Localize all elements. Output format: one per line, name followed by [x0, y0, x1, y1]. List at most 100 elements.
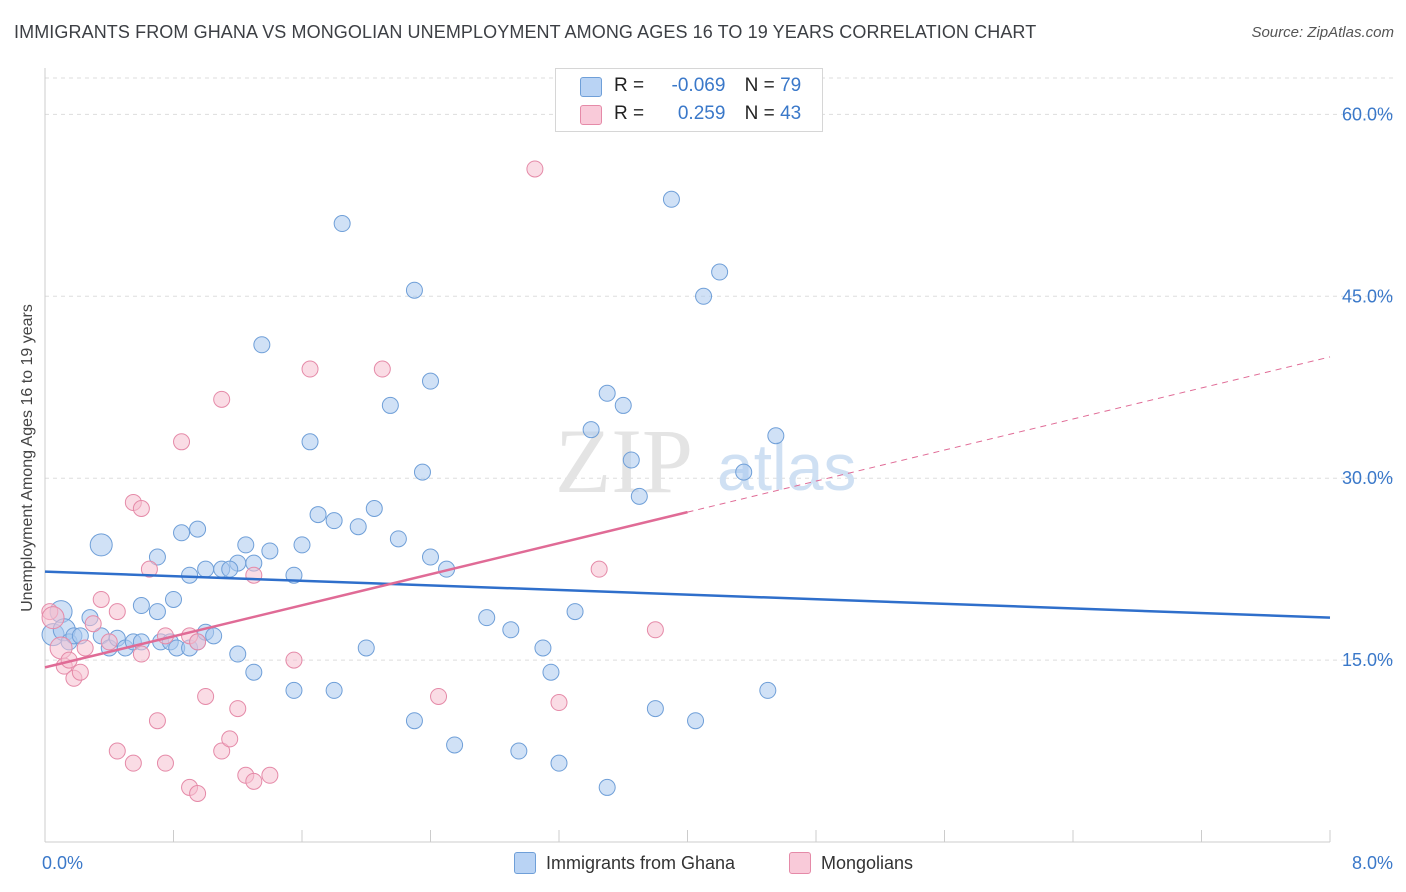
series-swatch-mongolians [789, 852, 811, 874]
mongolian-point [100, 633, 118, 651]
mongolian-point [285, 651, 303, 669]
ghana-trend-line [44, 570, 1331, 619]
legend-r-label: R = [614, 103, 645, 124]
mongolian-point [124, 754, 142, 772]
mongolian-point [189, 633, 207, 651]
ghana-point [293, 536, 311, 554]
ghana-point [422, 372, 439, 390]
mongolian-point [430, 687, 448, 705]
legend-r-value: 0.259 [677, 103, 726, 124]
ghana-point [165, 590, 182, 608]
ghana-point [325, 512, 343, 530]
ghana-point [181, 566, 199, 584]
ghana-point [197, 560, 215, 578]
mongolian-point [173, 433, 191, 451]
mongolian-point [189, 784, 207, 802]
ghana-point [598, 778, 616, 796]
source-label: Source: ZipAtlas.com [1251, 24, 1394, 41]
ghana-point [422, 548, 439, 566]
mongolian-point [526, 160, 544, 178]
mongolian-point [646, 621, 664, 639]
mongolian-point [132, 500, 150, 518]
mongolian-point [108, 742, 126, 760]
mongolian-point [301, 360, 319, 378]
mongolian-trend-extension [687, 356, 1331, 513]
series-label-mongolians: Mongolians [821, 852, 914, 873]
y-tick-label: 45.0% [1342, 286, 1393, 306]
correlation-legend: R = -0.069 N = 79 R = 0.259 N = 43 [555, 68, 823, 132]
ghana-point [132, 597, 150, 615]
series-legend-ghana: Immigrants from Ghana [514, 852, 735, 874]
ghana-point [221, 560, 239, 578]
ghana-point [542, 663, 560, 681]
ghana-point [413, 463, 431, 481]
ghana-point [148, 548, 166, 566]
ghana-point [148, 603, 166, 621]
mongolian-point [590, 560, 608, 578]
ghana-point [630, 487, 648, 505]
ghana-point [253, 336, 271, 354]
ghana-point [205, 627, 223, 645]
ghana-point [173, 524, 191, 542]
ghana-point [405, 281, 423, 299]
mongolian-point [84, 615, 102, 633]
ghana-point [365, 500, 383, 518]
mongolian-point [156, 754, 174, 772]
ghana-point [622, 451, 640, 469]
ghana-point [478, 609, 496, 627]
legend-swatch-ghana [580, 77, 602, 97]
ghana-point [767, 427, 785, 445]
mongolian-point [229, 700, 247, 718]
ghana-point [662, 190, 680, 208]
legend-swatch-mongolians [580, 105, 602, 125]
x-tick-label: 0.0% [42, 853, 83, 873]
mongolian-point [261, 766, 279, 784]
ghana-point [534, 639, 552, 657]
mongolian-trend-line [44, 510, 688, 669]
ghana-point [687, 712, 705, 730]
ghana-point [229, 645, 247, 663]
ghana-point [357, 639, 375, 657]
y-tick-label: 15.0% [1342, 650, 1393, 670]
mongolian-point [148, 712, 166, 730]
ghana-point [237, 536, 255, 554]
mongolian-point [132, 645, 150, 663]
legend-n-value: 79 [780, 75, 802, 96]
ghana-point [301, 433, 319, 451]
ghana-point [405, 712, 423, 730]
ghana-point [614, 396, 632, 414]
chart-title: IMMIGRANTS FROM GHANA VS MONGOLIAN UNEMP… [14, 22, 1037, 42]
ghana-point [325, 681, 343, 699]
ghana-point [582, 421, 600, 439]
mongolian-point [213, 742, 231, 760]
y-tick-label: 60.0% [1342, 104, 1393, 124]
mongolian-point [41, 606, 65, 630]
data-points [41, 160, 785, 802]
series-legend-mongolians: Mongolians [789, 852, 913, 874]
mongolian-point [71, 663, 89, 681]
ghana-point [446, 736, 464, 754]
ghana-point [285, 681, 303, 699]
ghana-point [189, 520, 207, 538]
legend-r-value: -0.069 [671, 75, 726, 96]
ghana-point [598, 384, 616, 402]
legend-text-mongolians: R = 0.259 N = 43 [614, 103, 801, 125]
ghana-point [389, 530, 407, 548]
ghana-point [309, 506, 327, 524]
series-label-ghana: Immigrants from Ghana [546, 852, 736, 873]
ghana-point [759, 681, 777, 699]
series-swatch-ghana [514, 852, 536, 874]
mongolian-point [373, 360, 391, 378]
mongolian-point [550, 694, 568, 712]
ghana-point [349, 518, 367, 536]
ghana-point [566, 603, 584, 621]
mongolian-point [221, 730, 239, 748]
mongolian-point [108, 603, 126, 621]
ghana-point [695, 287, 713, 305]
trend-lines [44, 356, 1331, 669]
mongolian-point [245, 772, 263, 790]
ghana-point [381, 396, 399, 414]
ghana-point [261, 542, 279, 560]
mongolian-point [245, 566, 263, 584]
